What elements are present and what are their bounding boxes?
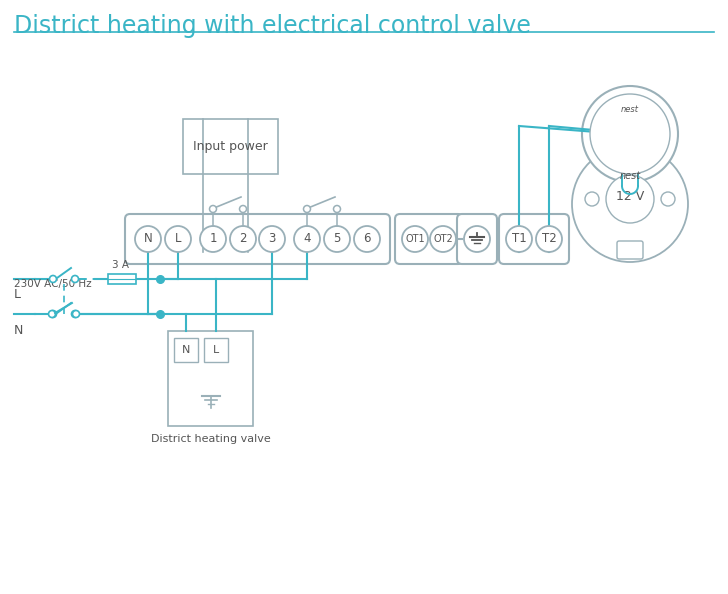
Text: nest: nest	[621, 106, 639, 115]
Circle shape	[572, 146, 688, 262]
Circle shape	[135, 226, 161, 252]
Text: OT2: OT2	[433, 234, 453, 244]
FancyBboxPatch shape	[125, 214, 390, 264]
Text: T1: T1	[512, 232, 526, 245]
Text: Input power: Input power	[193, 140, 268, 153]
Text: OT1: OT1	[405, 234, 425, 244]
Circle shape	[73, 311, 79, 318]
FancyBboxPatch shape	[457, 214, 497, 264]
Circle shape	[354, 226, 380, 252]
Text: N: N	[14, 324, 23, 336]
Text: 3 A: 3 A	[112, 260, 129, 270]
Text: nest: nest	[620, 171, 641, 181]
FancyBboxPatch shape	[183, 119, 278, 174]
FancyBboxPatch shape	[204, 338, 228, 362]
Text: N: N	[143, 232, 152, 245]
Text: 12 V: 12 V	[616, 190, 644, 203]
Text: L: L	[213, 345, 219, 355]
Circle shape	[324, 226, 350, 252]
Circle shape	[304, 206, 311, 213]
Bar	[108, 274, 136, 284]
Circle shape	[585, 192, 599, 206]
Circle shape	[200, 226, 226, 252]
Circle shape	[259, 226, 285, 252]
FancyBboxPatch shape	[617, 241, 643, 259]
Circle shape	[71, 311, 79, 318]
FancyBboxPatch shape	[168, 331, 253, 426]
Circle shape	[590, 94, 670, 174]
FancyBboxPatch shape	[395, 214, 463, 264]
Circle shape	[49, 311, 55, 318]
Text: L: L	[175, 232, 181, 245]
Circle shape	[50, 311, 57, 318]
Text: 230V AC/50 Hz: 230V AC/50 Hz	[14, 280, 92, 289]
Text: 3: 3	[269, 232, 276, 245]
Circle shape	[230, 226, 256, 252]
Text: 5: 5	[333, 232, 341, 245]
Circle shape	[294, 226, 320, 252]
FancyBboxPatch shape	[174, 338, 198, 362]
Text: 4: 4	[304, 232, 311, 245]
Circle shape	[430, 226, 456, 252]
Text: 6: 6	[363, 232, 371, 245]
Circle shape	[210, 206, 216, 213]
Circle shape	[71, 276, 79, 283]
Circle shape	[240, 206, 247, 213]
Text: District heating with electrical control valve: District heating with electrical control…	[14, 14, 531, 38]
Circle shape	[50, 276, 57, 283]
Text: T2: T2	[542, 232, 556, 245]
Text: District heating valve: District heating valve	[151, 434, 270, 444]
Circle shape	[536, 226, 562, 252]
Circle shape	[402, 226, 428, 252]
Circle shape	[333, 206, 341, 213]
Circle shape	[506, 226, 532, 252]
Text: 1: 1	[209, 232, 217, 245]
Circle shape	[165, 226, 191, 252]
Text: L: L	[14, 289, 21, 302]
Text: N: N	[182, 345, 190, 355]
Circle shape	[606, 175, 654, 223]
Circle shape	[464, 226, 490, 252]
Circle shape	[661, 192, 675, 206]
Circle shape	[582, 86, 678, 182]
FancyBboxPatch shape	[499, 214, 569, 264]
Text: 2: 2	[240, 232, 247, 245]
